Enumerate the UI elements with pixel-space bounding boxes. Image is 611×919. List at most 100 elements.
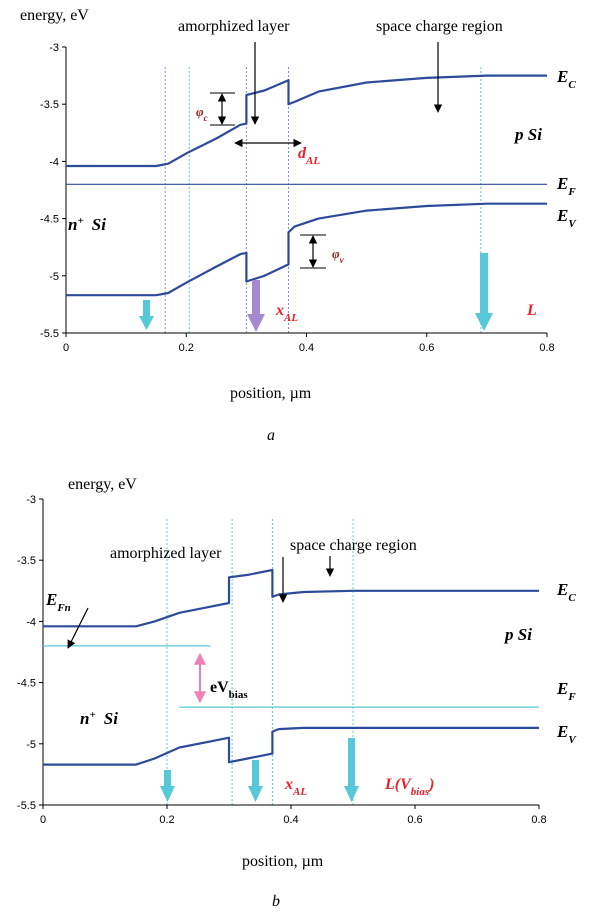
b-efp-E: E — [556, 679, 568, 698]
a-dal-label: dAL — [298, 145, 320, 167]
b-evbias-sub: bias — [229, 689, 249, 701]
b-y-tick-label: -5.5 — [17, 800, 36, 812]
b-evbias-ev: eV — [210, 679, 229, 696]
b-ev-E: E — [556, 722, 568, 741]
b-x-tick-label: 0.2 — [159, 814, 174, 826]
b-band-lines — [43, 568, 539, 766]
a-ec-label: EC — [556, 67, 576, 91]
b-efp-label: EF — [556, 679, 576, 703]
b-x-tick-label: 0.4 — [283, 814, 298, 826]
b-L-text: L(V — [384, 776, 412, 793]
a-y-tick-label: -4 — [49, 156, 59, 168]
b-series-e-c — [43, 568, 539, 628]
b-y-tick-label: -3.5 — [17, 555, 36, 567]
a-band-lines — [66, 74, 547, 297]
b-y-tick-label: -5 — [26, 739, 36, 751]
a-colored-arrows — [139, 253, 493, 332]
b-ev-sub: V — [568, 734, 577, 746]
a-cyan-arrow-2-shaft — [480, 253, 488, 313]
a-purple-arrow-head — [247, 314, 265, 332]
a-y-tick-label: -4.5 — [40, 214, 59, 226]
a-phi-c-label: φc — [196, 104, 208, 123]
a-n-si-label: n+ Si — [68, 215, 106, 234]
a-amorphized-label: amorphized layer — [178, 18, 290, 35]
a-dal-d: d — [298, 145, 307, 162]
a-x-tick-label: 0.6 — [419, 342, 434, 354]
b-efn-label: EFn — [45, 590, 71, 614]
a-y-tick-label: -5.5 — [40, 328, 59, 340]
a-dal-sub: AL — [305, 155, 320, 167]
b-efn-sub: Fn — [56, 602, 70, 614]
b-panel-label: b — [272, 893, 280, 910]
b-evbias-label: eVbias — [210, 679, 248, 701]
a-x-tick-label: 0.2 — [179, 342, 194, 354]
a-xal-sub: AL — [283, 312, 298, 324]
a-x-axis-label: position, µm — [230, 385, 312, 402]
b-efn-pointer-arrow — [67, 607, 89, 649]
b-ec-sub: C — [568, 592, 576, 604]
b-y-tick-label: -4.5 — [17, 678, 36, 690]
a-panel-label: a — [267, 427, 275, 444]
a-L-label: L — [526, 302, 537, 319]
a-xal-x: x — [275, 302, 284, 319]
b-p-si-label: p Si — [503, 625, 532, 644]
a-phi-v-label: φv — [332, 246, 345, 265]
b-amorphized-label: amorphized layer — [110, 545, 222, 562]
a-n-text: n — [68, 215, 77, 234]
b-si-text: Si — [104, 709, 118, 728]
a-series-e-c — [66, 74, 547, 168]
a-p-si-label: p Si — [513, 125, 542, 144]
a-phi-c-sub: c — [204, 113, 208, 123]
a-phi-v-sub: v — [340, 255, 345, 265]
a-cyan-arrow-1-shaft — [143, 300, 150, 316]
a-x-tick-label: 0 — [63, 342, 69, 354]
a-ev-label: EV — [556, 206, 577, 230]
b-ec-E: E — [556, 580, 568, 599]
b-x-axis-label: position, µm — [242, 853, 324, 870]
a-ec-sub: C — [568, 79, 576, 91]
b-series-e-v — [43, 726, 539, 766]
a-y-tick-label: -3 — [49, 42, 59, 54]
a-n-sup: + — [77, 215, 83, 227]
a-phi-v: φ — [332, 246, 340, 261]
b-x-tick-labels: 0 0.2 0.4 0.6 0.8 — [40, 814, 547, 826]
a-purple-arrow-shaft — [252, 280, 260, 314]
b-x-tick-label: 0 — [40, 814, 46, 826]
b-L-sub: bias — [411, 786, 429, 798]
a-axes — [62, 46, 548, 337]
b-colored-arrows — [160, 738, 359, 802]
a-ev-E: E — [556, 206, 568, 225]
panel-a: -3 -3.5 -4 -4.5 -5 -5.5 0 0.2 0.4 0.6 0.8 energy,… — [20, 7, 577, 444]
a-guide-lines — [164, 67, 482, 333]
b-ec-label: EC — [556, 580, 576, 604]
b-n-text: n — [80, 709, 89, 728]
a-x-tick-label: 0.8 — [539, 342, 554, 354]
a-ef-sub: F — [567, 186, 576, 198]
b-scr-label: space charge region — [290, 537, 417, 554]
a-series-e-v — [66, 202, 547, 297]
a-scr-label: space charge region — [376, 18, 503, 35]
b-xal-label: xAL — [284, 776, 307, 798]
a-si-text: Si — [92, 215, 106, 234]
b-cyan-arrow-3-head — [344, 786, 359, 802]
b-ev-label: EV — [556, 722, 577, 746]
b-L-close: ) — [427, 776, 434, 793]
b-x-tick-label: 0.6 — [407, 814, 422, 826]
b-axes — [39, 498, 540, 809]
b-y-tick-label: -4 — [26, 616, 36, 628]
b-y-axis-label: energy, eV — [68, 476, 137, 493]
b-xal-x: x — [284, 776, 293, 793]
a-ef-E: E — [556, 174, 568, 193]
a-ef-label: EF — [556, 174, 576, 198]
a-ev-sub: V — [568, 218, 577, 230]
b-cyan-arrow-2-head — [248, 786, 263, 802]
b-efp-sub: F — [567, 691, 576, 703]
b-x-tick-label: 0.8 — [531, 814, 546, 826]
b-y-tick-label: -3 — [26, 494, 36, 506]
a-ec-E: E — [556, 67, 568, 86]
a-cyan-arrow-1-head — [139, 316, 154, 330]
a-y-tick-label: -5 — [49, 271, 59, 283]
b-efn-E: E — [45, 590, 57, 609]
a-x-tick-label: 0.4 — [299, 342, 314, 354]
